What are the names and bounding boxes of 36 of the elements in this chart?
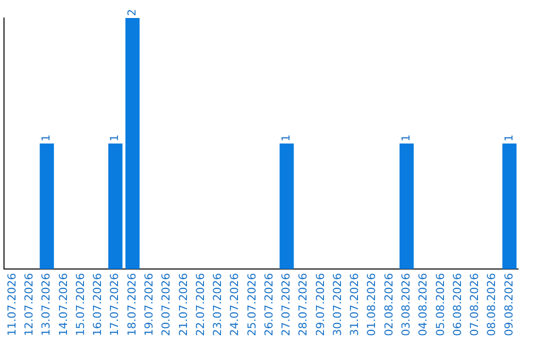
x-tick-label: 09.08.2026 bbox=[502, 273, 516, 336]
x-tick-label: 30.07.2026 bbox=[330, 273, 344, 336]
data-label: 1 bbox=[502, 134, 516, 142]
x-tick-label: 05.08.2026 bbox=[434, 273, 447, 336]
x-tick-label: 01.08.2026 bbox=[365, 273, 378, 336]
x-tick-label: 13.07.2026 bbox=[40, 273, 53, 336]
x-tick-label: 02.08.2026 bbox=[382, 273, 396, 336]
x-tick-label: 15.07.2026 bbox=[74, 273, 87, 336]
x-tick-label: 20.07.2026 bbox=[160, 273, 173, 336]
x-tick-label: 27.07.2026 bbox=[280, 273, 293, 336]
x-tick-label: 06.08.2026 bbox=[450, 273, 464, 336]
x-tick-label: 18.07.2026 bbox=[125, 273, 138, 336]
x-tick-label: 26.07.2026 bbox=[262, 273, 276, 336]
data-label: 2 bbox=[125, 9, 138, 16]
data-label: 1 bbox=[108, 134, 122, 142]
x-tick-label: 31.07.2026 bbox=[348, 273, 362, 336]
x-tick-label: 12.07.2026 bbox=[22, 273, 36, 336]
x-tick-label: 29.07.2026 bbox=[314, 273, 327, 336]
x-tick-label: 04.08.2026 bbox=[416, 273, 430, 336]
x-tick-label: 21.07.2026 bbox=[176, 273, 190, 336]
x-tick-label: 24.07.2026 bbox=[228, 273, 242, 336]
x-tick-label: 08.08.2026 bbox=[485, 273, 498, 336]
x-tick-label: 25.07.2026 bbox=[245, 273, 258, 336]
x-tick-label: 22.07.2026 bbox=[194, 273, 207, 336]
x-tick-label: 16.07.2026 bbox=[91, 273, 104, 336]
x-tick-label: 19.07.2026 bbox=[142, 273, 156, 336]
x-tick-label: 14.07.2026 bbox=[56, 273, 70, 336]
data-label: 1 bbox=[399, 134, 412, 142]
data-label: 1 bbox=[40, 134, 53, 142]
x-tick-label: 07.08.2026 bbox=[468, 273, 482, 336]
x-tick-label: 03.08.2026 bbox=[399, 273, 412, 336]
x-tick-label: 23.07.2026 bbox=[211, 273, 224, 336]
x-tick-label: 11.07.2026 bbox=[5, 273, 18, 336]
data-label: 1 bbox=[280, 134, 293, 142]
x-tick-label: 28.07.2026 bbox=[296, 273, 310, 336]
x-tick-label: 17.07.2026 bbox=[108, 273, 122, 336]
